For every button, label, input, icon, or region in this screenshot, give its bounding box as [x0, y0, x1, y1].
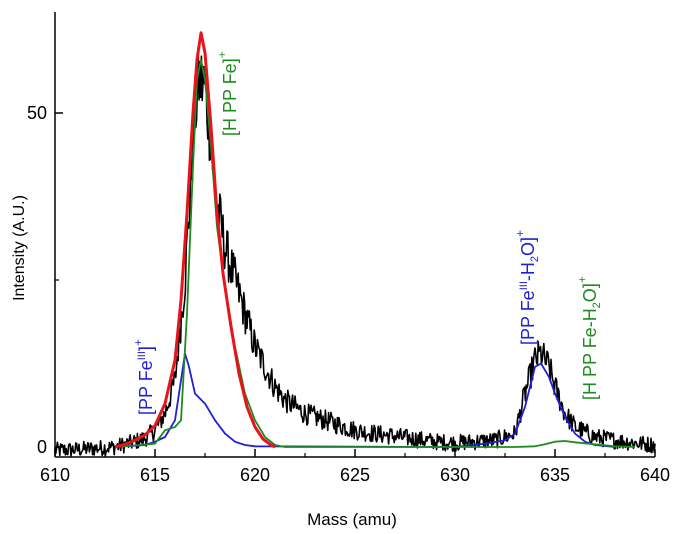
x-tick-label: 640: [640, 465, 670, 485]
annotation-text: -H: [518, 262, 538, 281]
annotation-text: [H PP Fe]: [220, 58, 240, 136]
annotation-pp-fe3: [PP FeIII]+: [131, 339, 156, 415]
annotations: [PP FeIII]+[H PP Fe]+[PP FeIII-H2O]+[H P…: [131, 51, 603, 415]
annotation-text: [PP Fe: [518, 290, 538, 345]
annotation-text: [PP Fe: [136, 360, 156, 415]
series-fe3-line: [114, 352, 616, 448]
annotation-charge: +: [215, 51, 229, 58]
annotation-text: O]: [518, 237, 538, 256]
annotation-subscript: 2: [591, 302, 603, 308]
annotation-superscript: III: [136, 351, 148, 360]
x-tick-label: 610: [40, 465, 70, 485]
x-tick-label: 615: [140, 465, 170, 485]
series-measured-line: [54, 47, 656, 457]
x-tick-label: 625: [340, 465, 370, 485]
x-tick-label: 620: [240, 465, 270, 485]
annotation-charge: +: [575, 276, 589, 283]
annotation-h-pp-fe-h2o: [H PP Fe-H2O]+: [575, 276, 603, 400]
annotation-text: ]: [136, 346, 156, 351]
x-axis-label: Mass (amu): [307, 510, 397, 529]
annotation-superscript: III: [518, 281, 530, 290]
ticks: 610 615 620 625 630 635 640 0 50: [27, 103, 670, 485]
annotation-text: [H PP Fe-H: [580, 308, 600, 400]
series-fit-total-line: [114, 31, 276, 449]
y-axis-label: Intensity (A.U.): [11, 195, 28, 301]
annotation-charge: +: [513, 230, 527, 237]
y-tick-label: 0: [37, 437, 47, 457]
annotation-pp-fe3-h2o: [PP FeIII-H2O]+: [513, 230, 541, 345]
annotation-charge: +: [131, 339, 145, 346]
x-tick-label: 635: [540, 465, 570, 485]
x-tick-label: 630: [440, 465, 470, 485]
series-group: [54, 31, 656, 457]
y-tick-label: 50: [27, 103, 47, 123]
annotation-text: O]: [580, 283, 600, 302]
annotation-subscript: 2: [529, 256, 541, 262]
annotation-h-pp-fe: [H PP Fe]+: [215, 51, 240, 136]
